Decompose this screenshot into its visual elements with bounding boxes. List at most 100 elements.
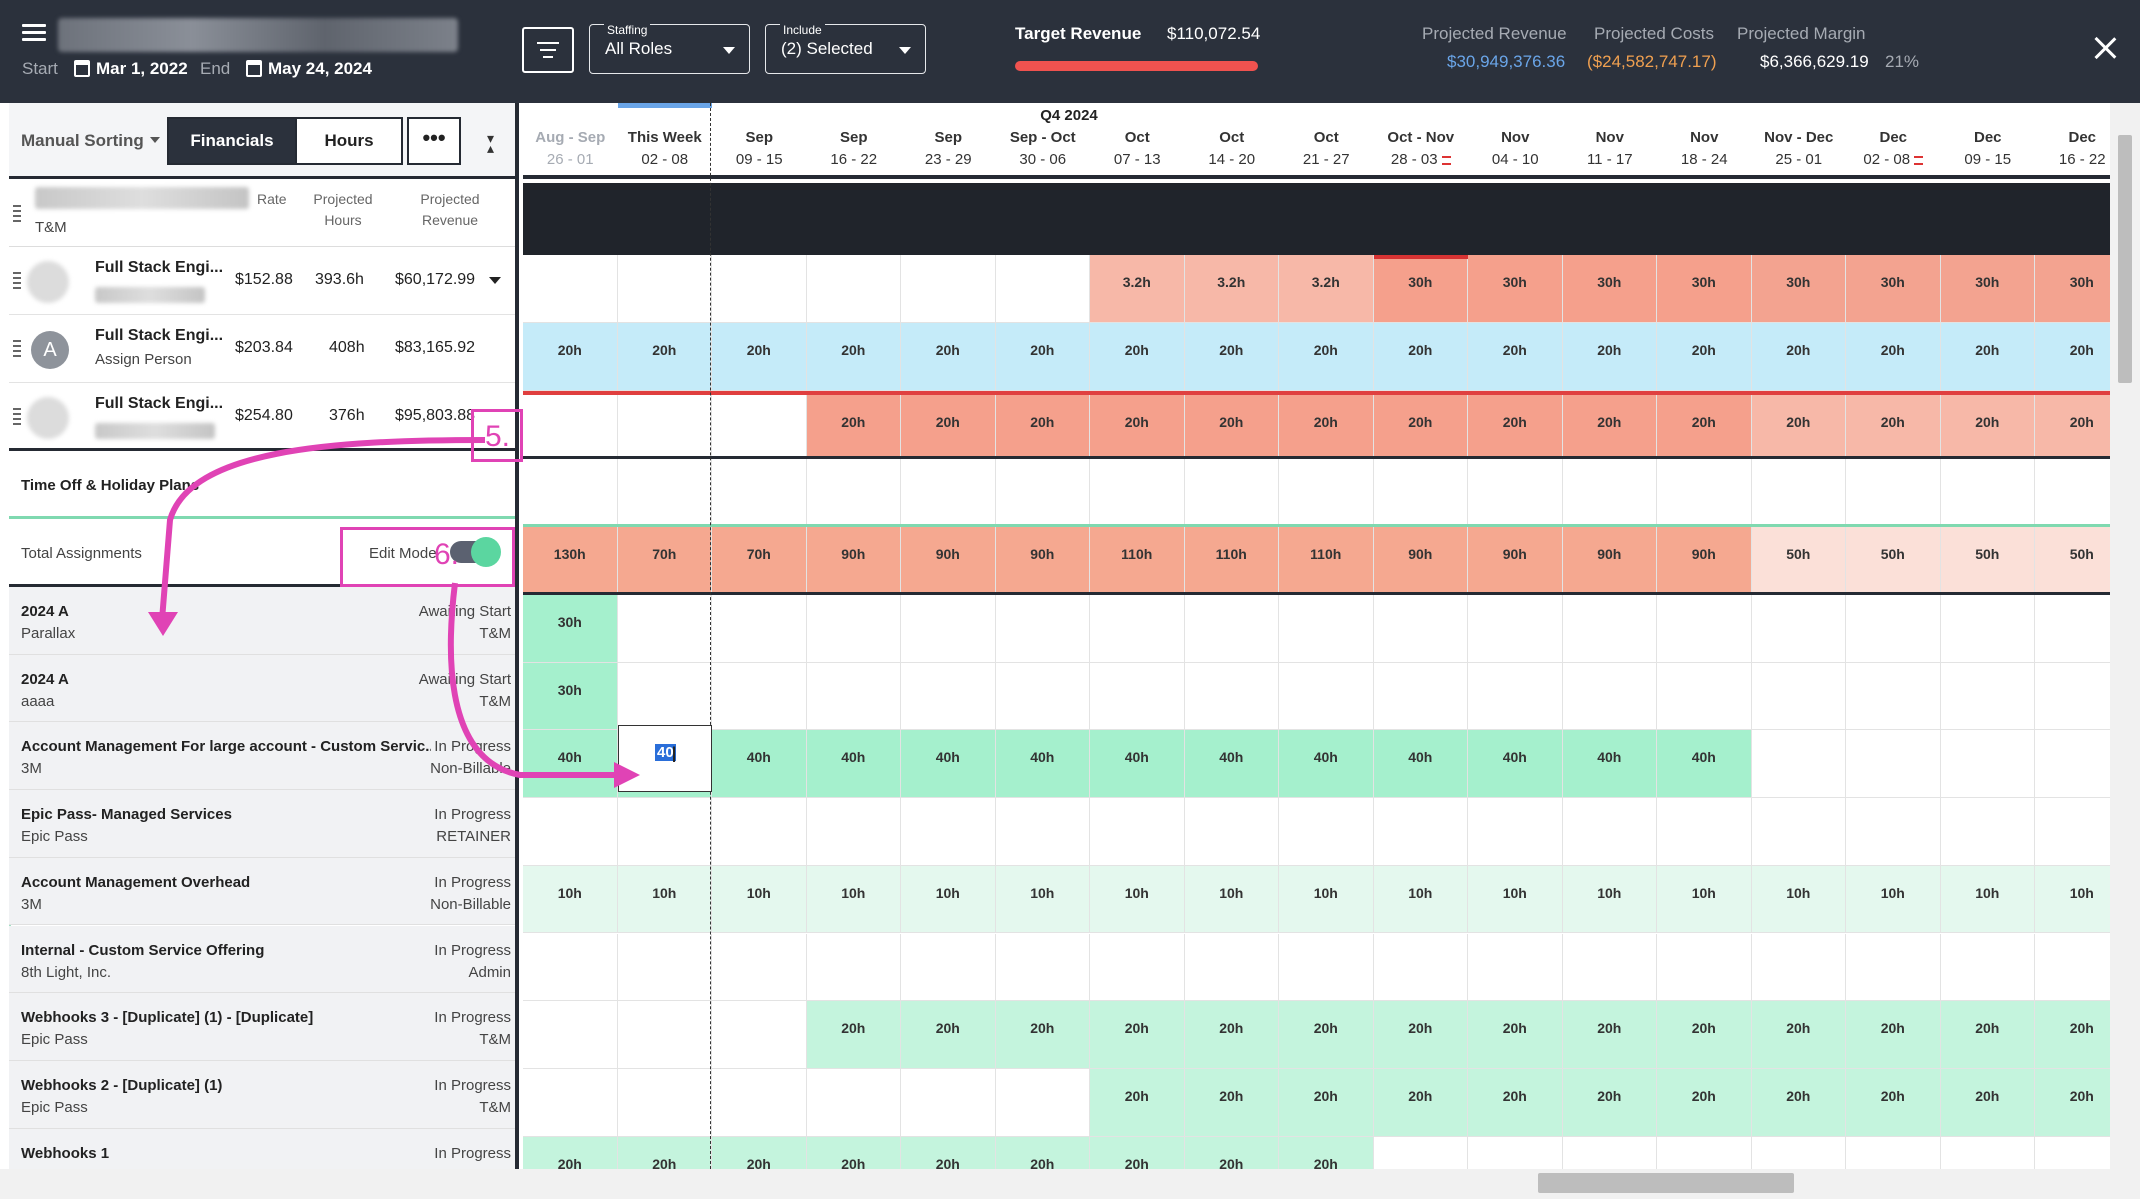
hours-cell[interactable]: 20h: [1090, 395, 1185, 456]
hours-cell[interactable]: 90h: [1468, 527, 1563, 592]
hours-cell[interactable]: 40h: [806, 730, 901, 798]
hours-cell[interactable]: 20h: [901, 1001, 996, 1068]
hours-cell[interactable]: [1941, 730, 2035, 798]
hours-cell[interactable]: [1941, 459, 2035, 524]
hours-cell[interactable]: 90h: [1657, 527, 1752, 592]
staffing-select[interactable]: Staffing All Roles: [589, 23, 750, 74]
drag-handle-icon[interactable]: [13, 272, 21, 292]
hours-cell[interactable]: 10h: [1373, 865, 1468, 933]
drag-handle-icon[interactable]: [13, 340, 21, 360]
hours-cell[interactable]: [1657, 933, 1752, 1001]
hours-cell[interactable]: 30h: [1468, 255, 1563, 322]
hours-cell[interactable]: [807, 662, 901, 730]
hours-cell[interactable]: 20h: [1562, 1068, 1657, 1136]
hours-cell[interactable]: 20h: [1562, 1001, 1657, 1068]
hours-cell[interactable]: 40h: [1562, 730, 1657, 798]
hours-cell[interactable]: 130h: [523, 527, 618, 592]
financials-tab[interactable]: Financials: [167, 117, 297, 165]
hours-cell[interactable]: 30h: [1846, 255, 1941, 322]
hours-cell[interactable]: 90h: [995, 527, 1090, 592]
hours-cell[interactable]: 20h: [1373, 1001, 1468, 1068]
hours-cell[interactable]: 10h: [1562, 865, 1657, 933]
hours-cell[interactable]: 20h: [1373, 323, 1468, 390]
hours-cell[interactable]: [1752, 933, 1846, 1001]
hours-cell[interactable]: 10h: [523, 865, 618, 933]
assignment-row[interactable]: Internal - Custom Service Offering 8th Li…: [9, 925, 515, 994]
assignment-row[interactable]: 2024 A aaaa Awaiting Start T&M: [9, 654, 515, 723]
hours-cell[interactable]: 20h: [1940, 395, 2035, 456]
hours-cell[interactable]: [1941, 662, 2035, 730]
menu-icon[interactable]: [22, 24, 46, 42]
assignment-row[interactable]: Webhooks 2 - [Duplicate] (1) Epic Pass In …: [9, 1060, 515, 1129]
chevron-down-icon[interactable]: [489, 277, 501, 284]
hours-cell[interactable]: 20h: [1846, 1068, 1941, 1136]
hours-cell[interactable]: 20h: [1751, 395, 1846, 456]
hours-cell[interactable]: [1846, 662, 1941, 730]
hours-cell[interactable]: 20h: [995, 395, 1090, 456]
hours-cell[interactable]: [1279, 662, 1374, 730]
hours-cell[interactable]: 30h: [1373, 255, 1468, 322]
hours-cell[interactable]: [1090, 798, 1185, 865]
hours-cell[interactable]: [1846, 459, 1941, 524]
hours-cell[interactable]: [807, 1068, 901, 1136]
assignment-row[interactable]: Webhooks 3 - [Duplicate] (1) - [Duplicat…: [9, 993, 515, 1061]
hours-cell[interactable]: [618, 798, 712, 865]
hours-cell[interactable]: [1941, 595, 2035, 662]
hours-cell[interactable]: 20h: [1279, 1136, 1374, 1169]
hours-cell[interactable]: 20h: [1468, 323, 1563, 390]
hours-cell[interactable]: 40h: [1468, 730, 1563, 798]
hours-cell[interactable]: [1090, 595, 1185, 662]
hours-cell[interactable]: [807, 798, 901, 865]
hours-cell[interactable]: 20h: [2035, 1001, 2110, 1068]
hours-cell[interactable]: [1468, 933, 1563, 1001]
hours-cell[interactable]: [618, 395, 712, 456]
hours-cell[interactable]: [1185, 595, 1279, 662]
hours-cell[interactable]: 30h: [523, 662, 618, 730]
hours-cell[interactable]: [712, 1068, 807, 1136]
hours-cell[interactable]: [1752, 662, 1846, 730]
hours-cell[interactable]: [901, 595, 996, 662]
hours-cell[interactable]: [523, 395, 618, 456]
hours-cell[interactable]: 20h: [2035, 1068, 2110, 1136]
hours-cell[interactable]: 20h: [2035, 323, 2110, 390]
hours-cell[interactable]: 20h: [1279, 1068, 1374, 1136]
hours-cell[interactable]: 10h: [1940, 865, 2035, 933]
hours-cell[interactable]: 20h: [1468, 1068, 1563, 1136]
hours-cell[interactable]: 20h: [1846, 323, 1941, 390]
hours-tab[interactable]: Hours: [295, 117, 403, 165]
hours-cell[interactable]: [1563, 798, 1657, 865]
hours-cell[interactable]: 20h: [1279, 395, 1374, 456]
hours-cell[interactable]: [1657, 459, 1752, 524]
hours-cell[interactable]: [1846, 798, 1941, 865]
hours-cell[interactable]: [712, 595, 807, 662]
hours-cell[interactable]: 20h: [901, 323, 996, 390]
hours-cell[interactable]: 110h: [1184, 527, 1279, 592]
hours-cell[interactable]: 40h: [1657, 730, 1752, 798]
hours-cell[interactable]: [1279, 933, 1374, 1001]
hours-cell[interactable]: 20h: [1751, 1068, 1846, 1136]
hours-cell[interactable]: 20h: [1657, 1068, 1752, 1136]
hours-cell[interactable]: 20h: [995, 323, 1090, 390]
hours-cell[interactable]: [712, 933, 807, 1001]
hours-cell[interactable]: 20h: [1846, 1001, 1941, 1068]
drag-handle-icon[interactable]: [13, 205, 21, 225]
hours-cell[interactable]: 3.2h: [1090, 255, 1185, 322]
hours-cell[interactable]: [901, 798, 996, 865]
hours-cell[interactable]: 30h: [1562, 255, 1657, 322]
hours-cell[interactable]: 20h: [995, 1001, 1090, 1068]
sort-dropdown[interactable]: Manual Sorting: [21, 131, 160, 151]
hours-cell[interactable]: 20h: [1090, 1068, 1185, 1136]
hours-cell[interactable]: [1090, 933, 1185, 1001]
filter-button[interactable]: [522, 27, 574, 73]
hours-cell[interactable]: 20h: [1846, 395, 1941, 456]
hours-cell[interactable]: 10h: [1090, 865, 1185, 933]
hours-cell[interactable]: [1468, 595, 1563, 662]
hours-cell[interactable]: [523, 1068, 618, 1136]
assignment-row[interactable]: Account Management Overhead 3M In Progress…: [9, 857, 515, 926]
hours-cell[interactable]: [807, 255, 901, 322]
hours-cell[interactable]: 20h: [806, 1136, 901, 1169]
hours-cell[interactable]: 50h: [1751, 527, 1846, 592]
hours-cell[interactable]: [712, 459, 807, 524]
hours-cell[interactable]: [1563, 662, 1657, 730]
hours-cell[interactable]: 10h: [1657, 865, 1752, 933]
